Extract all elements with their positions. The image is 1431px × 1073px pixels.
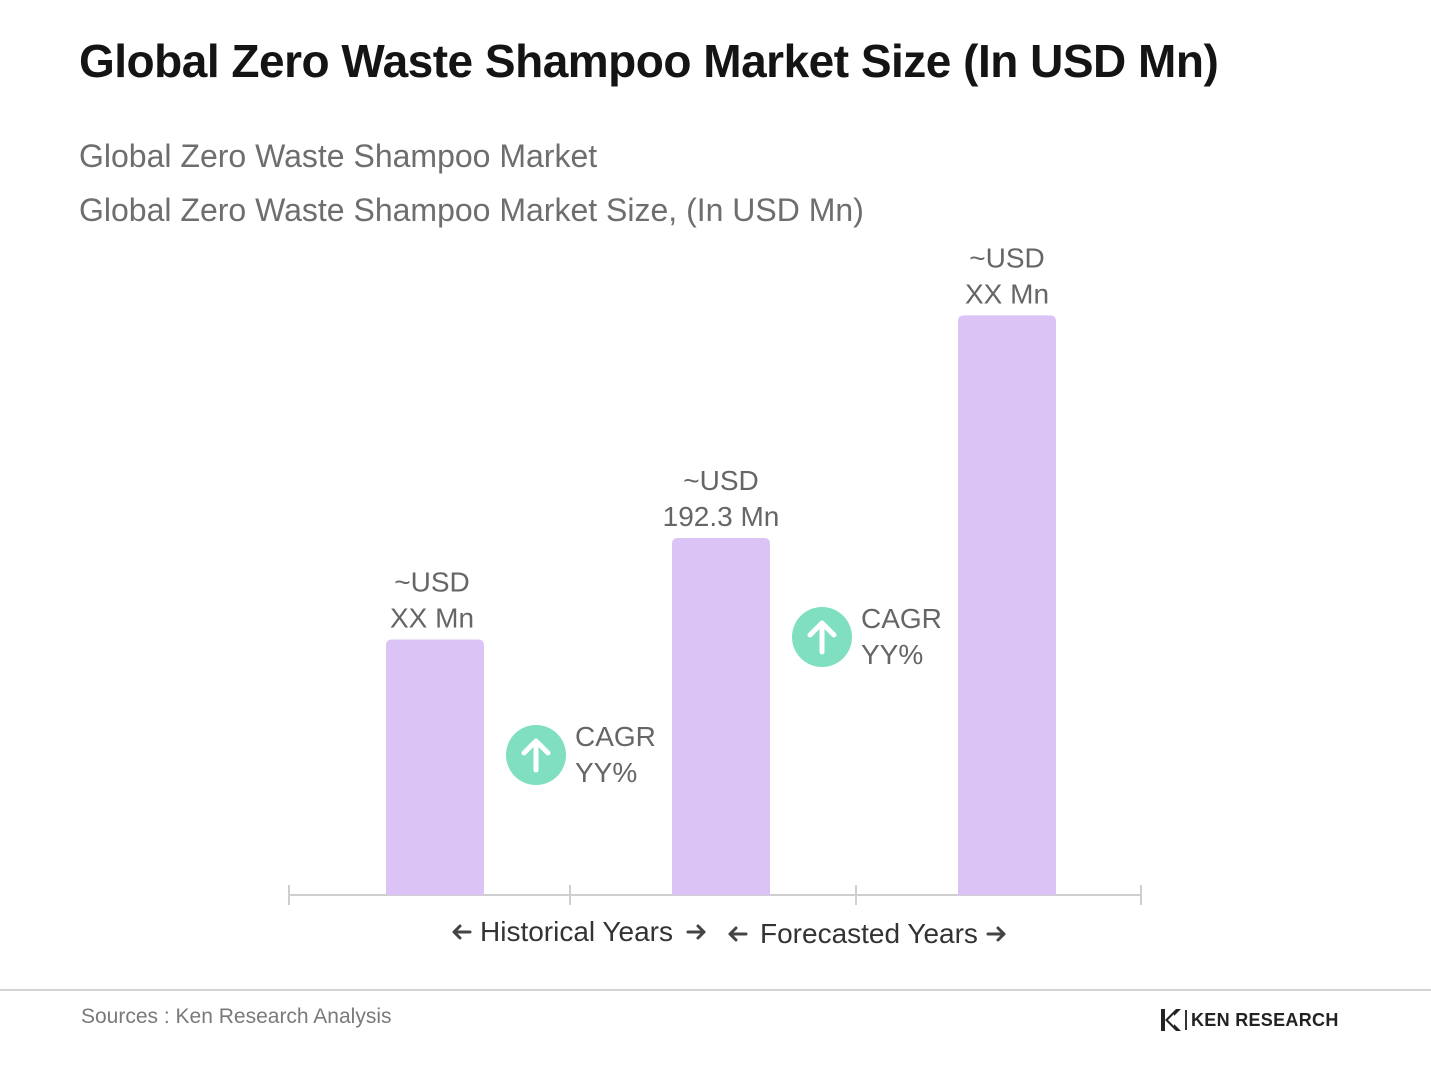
ken-research-logo: KEN RESEARCH (1160, 1008, 1339, 1032)
bar-1 (672, 538, 770, 895)
cagr-1-arrow-glyph (807, 620, 837, 655)
bar-2 (958, 315, 1056, 895)
bar-0-value-label-line-1: XX Mn (390, 603, 474, 634)
period-1-right-arrow-icon (986, 926, 1006, 942)
bar-1-value-label-line-1: 192.3 Mn (663, 501, 780, 532)
cagr-0-arrow-glyph (521, 738, 551, 773)
logo-text: KEN RESEARCH (1191, 1009, 1339, 1030)
cagr-0-label-line-1: YY% (575, 757, 637, 788)
logo-separator (1185, 1010, 1187, 1030)
cagr-0-label-line-0: CAGR (575, 721, 656, 752)
ken-research-logo-icon (1161, 1009, 1181, 1031)
cagr-1-label-line-1: YY% (861, 639, 923, 670)
cagr-1-label-line-0: CAGR (861, 603, 942, 634)
bar-1-value-label-line-0: ~USD (683, 465, 758, 496)
bar-2-value-label-line-0: ~USD (969, 242, 1044, 273)
bar-0 (386, 639, 484, 895)
bar-0-value-label-line-0: ~USD (394, 567, 469, 598)
chart-title: Global Zero Waste Shampoo Market Size (I… (79, 35, 1219, 87)
period-0-left-arrow-icon (452, 924, 472, 940)
period-0-right-arrow-icon (686, 924, 706, 940)
source-note: Sources : Ken Research Analysis (81, 1005, 392, 1028)
period-1-left-arrow-icon (728, 926, 748, 942)
chart-subtitle-size: Global Zero Waste Shampoo Market Size, (… (79, 192, 864, 228)
period-0-label: Historical Years (480, 916, 673, 947)
bar-2-value-label-line-1: XX Mn (965, 278, 1049, 309)
period-1-label: Forecasted Years (760, 918, 978, 949)
footer-divider (0, 989, 1431, 991)
chart-subtitle-market: Global Zero Waste Shampoo Market (79, 138, 598, 174)
